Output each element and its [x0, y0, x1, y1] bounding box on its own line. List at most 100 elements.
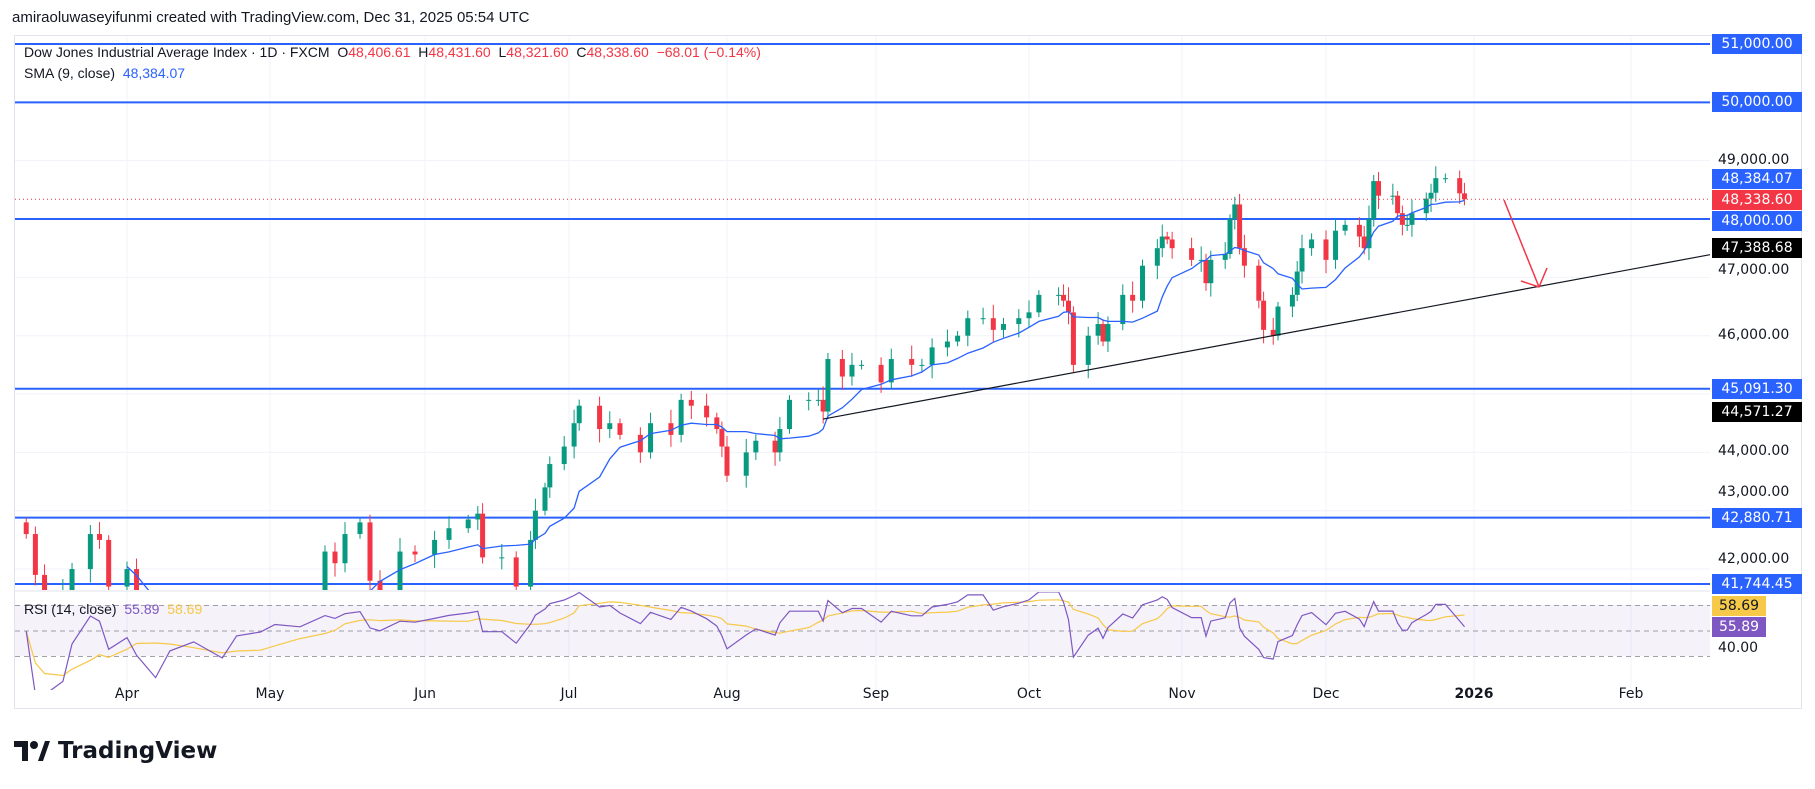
candle: [432, 530, 438, 568]
level-price-tag: 51,000.00: [1712, 34, 1802, 54]
candle: [704, 393, 710, 427]
candle: [1461, 182, 1467, 206]
candle-body: [772, 440, 778, 453]
price-tick: 46,000.00: [1718, 326, 1790, 343]
candle: [1371, 174, 1377, 227]
candle-body: [753, 440, 759, 453]
trendline-end-tag: 47,388.68: [1712, 238, 1802, 258]
high-value: 48,431.60: [428, 44, 491, 60]
candle-body: [806, 399, 812, 401]
candle: [234, 675, 239, 789]
candle: [980, 307, 986, 325]
candle: [724, 436, 730, 482]
symbol-name: Dow Jones Industrial Average Index · 1D …: [24, 44, 330, 60]
candle-body: [1241, 248, 1247, 266]
level-price-tag: 48,000.00: [1712, 211, 1802, 231]
candle-body: [1085, 335, 1091, 365]
candle-body: [1261, 300, 1267, 330]
candle-body: [980, 318, 986, 320]
candle: [322, 545, 328, 590]
candle-body: [878, 364, 884, 383]
candle: [191, 659, 196, 716]
candle: [786, 395, 792, 434]
candle: [1001, 317, 1006, 338]
sma-label: SMA (9, close): [24, 65, 116, 81]
time-axis-label: Feb: [1618, 686, 1644, 702]
candle: [772, 431, 778, 466]
candle: [377, 570, 383, 590]
sma-price-tag: 48,384.07: [1712, 169, 1802, 189]
last-price-tag: 48,338.60: [1712, 190, 1802, 210]
candle-body: [547, 464, 553, 488]
time-axis-label: 2026: [1454, 686, 1494, 702]
candle: [1409, 199, 1415, 237]
candle-body: [1299, 248, 1305, 272]
candle-body: [1270, 329, 1276, 336]
candle: [1237, 193, 1243, 255]
candle-body: [532, 510, 538, 540]
candle-body: [1026, 312, 1032, 319]
candle-body: [1356, 224, 1362, 237]
candle-body: [648, 423, 654, 453]
candle: [678, 393, 684, 443]
candle-body: [786, 399, 792, 430]
candle: [1404, 214, 1410, 231]
candle-body: [1457, 178, 1463, 194]
candle: [1256, 259, 1262, 309]
candle: [1026, 300, 1032, 328]
candle-body: [929, 347, 935, 365]
price-tick: 42,000.00: [1718, 551, 1790, 567]
candle-body: [124, 569, 130, 587]
low-label: L: [498, 44, 507, 60]
tradingview-logo-icon: [14, 741, 50, 761]
candle-body: [191, 668, 196, 703]
candle: [1294, 261, 1300, 301]
symbol-legend: Dow Jones Industrial Average Index · 1D …: [24, 44, 761, 60]
candle: [23, 517, 29, 539]
red-arrow[interactable]: [1503, 199, 1548, 288]
candle: [617, 418, 623, 440]
candle: [106, 535, 112, 590]
candle-body: [1095, 324, 1101, 336]
candle: [513, 551, 519, 590]
candle-body: [777, 429, 783, 453]
price-tick: 44,000.00: [1718, 443, 1790, 460]
candle-body: [955, 335, 961, 342]
candle: [576, 399, 582, 431]
candle-body: [1390, 195, 1396, 197]
candle: [124, 561, 130, 590]
candle-body: [1423, 198, 1429, 214]
candle-body: [97, 534, 103, 540]
rsi-legend: RSI (14, close) 55.89 58.69: [24, 601, 202, 617]
candle-body: [719, 429, 725, 447]
candle-body: [668, 423, 674, 435]
candle-body: [465, 519, 471, 529]
trendline[interactable]: [823, 254, 1711, 420]
candle: [909, 345, 915, 377]
candle: [714, 412, 720, 434]
candle-body: [1404, 224, 1410, 226]
candle-body: [23, 522, 29, 535]
candle-body: [42, 574, 48, 590]
candle-body: [909, 359, 915, 365]
candle-body: [1461, 193, 1467, 200]
candle: [1120, 284, 1126, 331]
candle-body: [1130, 294, 1136, 301]
candle: [1222, 242, 1228, 269]
candle-body: [839, 359, 845, 377]
candle-body: [965, 318, 971, 336]
candle-body: [1409, 213, 1415, 225]
candle: [1299, 234, 1305, 284]
candle: [1270, 317, 1276, 345]
candle: [648, 412, 654, 459]
candle: [1390, 183, 1396, 205]
candle: [134, 558, 140, 590]
candle-body: [688, 399, 694, 406]
candle-body: [1036, 294, 1042, 313]
sma-line: [126, 199, 1465, 590]
open-label: O: [337, 44, 349, 60]
candle-body: [134, 569, 140, 590]
high-label: H: [418, 44, 429, 60]
candle: [1289, 287, 1295, 318]
